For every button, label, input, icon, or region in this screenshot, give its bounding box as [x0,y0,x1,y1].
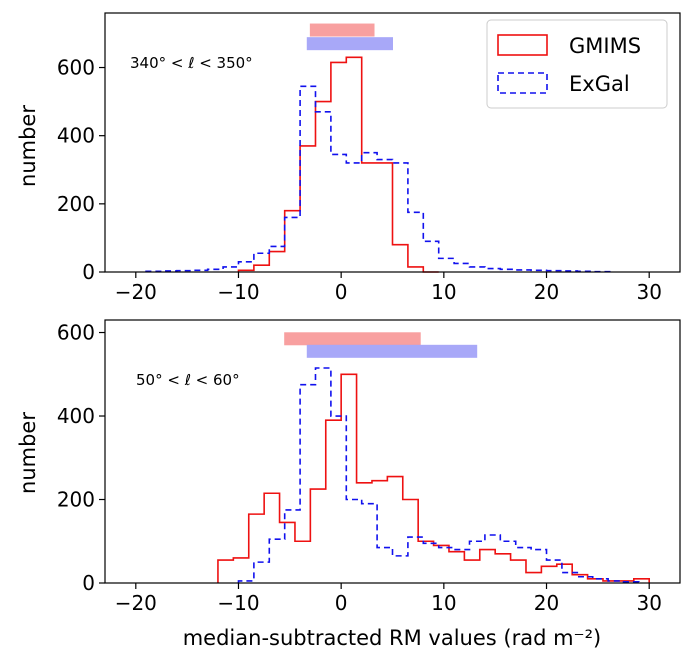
top-axis-ticks: −20 −10 0 10 20 30 0 200 400 600 [57,56,662,304]
bottom-range-bars [284,332,478,358]
x-tick-label: 0 [335,591,348,615]
top-annotation: 340° < ℓ < 350° [130,54,253,72]
range-bar-gmims [309,23,375,37]
x-tick-label: 30 [636,280,661,304]
y-tick-label: 0 [82,571,95,595]
x-tick-label: 10 [431,591,456,615]
legend: GMIMS ExGal [486,19,668,109]
range-bar-gmims [284,332,421,346]
x-tick-label: 20 [534,591,559,615]
x-tick-label: −20 [115,591,157,615]
y-tick-label: 200 [57,488,95,512]
y-tick-label: 200 [57,192,95,216]
bottom-annotation: 50° < ℓ < 60° [136,371,240,389]
histogram-exgal [145,85,615,273]
y-tick-label: 400 [57,404,95,428]
bottom-y-axis-title: number [16,412,40,494]
legend-label-exgal: ExGal [569,72,630,96]
x-axis-title: median-subtracted RM values (rad m⁻²) [183,626,602,650]
x-tick-label: −10 [217,591,259,615]
histogram-gmims [217,373,650,583]
legend-label-gmims: GMIMS [569,34,641,58]
histogram-gmims [237,56,439,273]
bottom-axis-ticks: −20 −10 0 10 20 30 0 200 400 600 [57,321,662,615]
y-tick-label: 600 [57,321,95,345]
y-tick-label: 0 [82,260,95,284]
top-plot-frame [104,12,681,273]
histogram-exgal [237,367,640,583]
y-tick-label: 400 [57,124,95,148]
top-range-bars [306,23,394,51]
bottom-histogram-series [217,367,650,583]
y-tick-label: 600 [57,56,95,80]
legend-swatch-exgal [497,72,548,94]
x-tick-label: −20 [115,280,157,304]
x-tick-label: 0 [335,280,348,304]
x-tick-label: 30 [636,591,661,615]
top-histogram-series [145,56,615,273]
legend-box [486,19,668,109]
x-tick-label: −10 [217,280,259,304]
range-bar-exgal [306,344,478,358]
legend-swatch-gmims [497,34,548,56]
bottom-plot-frame [104,319,681,584]
x-tick-label: 20 [534,280,559,304]
top-y-axis-title: number [16,105,40,187]
range-bar-exgal [306,37,394,51]
x-tick-label: 10 [431,280,456,304]
bottom-histogram-panel: −20 −10 0 10 20 30 0 200 400 600 50° < ℓ < 60° nu… [16,319,681,650]
